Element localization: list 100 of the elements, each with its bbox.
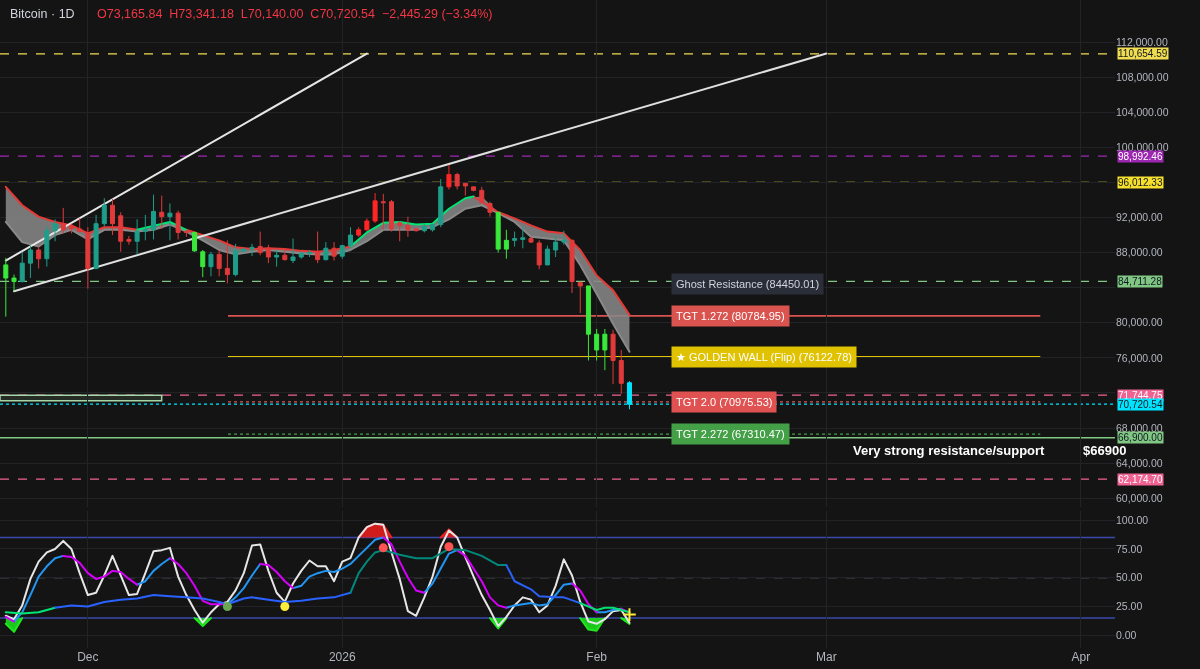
y-tick-label: 80,000.00	[1116, 316, 1163, 329]
ref-line-label: 110,654.59	[1118, 48, 1168, 59]
annotation: TGT 1.272 (80784.95)	[676, 310, 785, 322]
ref-line-label: 62,174.70	[1118, 474, 1163, 485]
candlestick	[101, 197, 107, 227]
line-series	[54, 591, 352, 609]
text: O73,165.84 H73,341.18 L70,140.00 C70,720.54 −2,445.29 (−3.34%)	[97, 7, 493, 21]
line-series	[505, 564, 582, 605]
y-tick-label: 112,000.00	[1116, 35, 1168, 48]
y-tick-label: 0.00	[1116, 629, 1137, 642]
y-tick-label: 108,000.00	[1116, 70, 1169, 83]
x-tick-label: Dec	[77, 650, 99, 664]
ref-line-label: 66,900.00	[1118, 432, 1163, 443]
y-tick-label: 68,000.00	[1116, 421, 1163, 434]
candlestick	[19, 251, 25, 283]
candlestick	[167, 203, 173, 241]
annotation: TGT 2.0 (70975.53)	[676, 396, 773, 408]
annotation: Very strong resistance/support	[853, 443, 1046, 458]
point	[622, 607, 637, 622]
line-series	[579, 602, 631, 614]
candlestick	[397, 220, 403, 242]
candlestick	[503, 229, 509, 260]
candlestick	[471, 186, 477, 192]
candlestick	[446, 164, 452, 190]
candlestick	[200, 249, 206, 278]
y-tick-label: 104,000.00	[1116, 105, 1169, 118]
candlestick	[3, 257, 9, 318]
line-series	[4, 522, 631, 628]
annotation: $66900	[1083, 443, 1127, 458]
candlestick	[553, 235, 559, 258]
candlestick	[356, 226, 362, 238]
candlestick	[159, 195, 165, 230]
line-series	[349, 195, 475, 248]
ref-line-label: 96,012.33	[1118, 177, 1163, 188]
y-tick-label: 92,000.00	[1116, 211, 1163, 224]
candlestick	[142, 214, 148, 241]
candlestick	[495, 211, 501, 254]
annotation: TGT 2.272 (67310.47)	[676, 428, 785, 440]
candlestick	[290, 238, 296, 264]
candlestick	[421, 223, 427, 233]
x-tick-label: Mar	[816, 650, 837, 664]
candlestick	[126, 235, 132, 246]
x-tick-label: 2026	[328, 650, 356, 664]
y-tick-label: 75.00	[1116, 542, 1143, 555]
y-tick-label: 88,000.00	[1116, 246, 1163, 259]
y-tick-label: 60,000.00	[1116, 491, 1163, 504]
candlestick	[249, 243, 255, 257]
candlestick	[11, 274, 17, 292]
y-tick-label: 76,000.00	[1116, 351, 1163, 364]
y-tick-label: 100.00	[1116, 513, 1149, 526]
candlestick	[487, 201, 493, 218]
text: Bitcoin · 1D	[10, 7, 75, 21]
candlestick	[306, 249, 312, 258]
candlestick	[594, 328, 600, 362]
candlestick	[298, 251, 304, 260]
candlestick	[520, 226, 526, 249]
candlestick	[274, 249, 280, 268]
candlestick	[347, 226, 353, 249]
ref-line-label: 70,720.54	[1118, 399, 1163, 410]
candlestick	[233, 243, 239, 277]
candlestick	[602, 328, 608, 371]
candlestick	[618, 349, 624, 395]
candlestick	[208, 251, 214, 277]
candlestick	[536, 239, 542, 270]
ref-line-label: 84,711.28	[1118, 276, 1163, 287]
candlestick	[528, 236, 534, 244]
candlestick	[462, 182, 468, 197]
candlestick	[44, 225, 50, 268]
candlestick	[364, 217, 370, 232]
annotation: ★ GOLDEN WALL (Flip) (76122.78)	[676, 351, 852, 363]
candlestick	[36, 245, 42, 269]
candlestick	[569, 238, 575, 294]
candlestick	[561, 230, 567, 246]
candlestick	[192, 231, 198, 253]
candlestick	[175, 210, 181, 240]
candlestick	[430, 223, 436, 233]
point	[222, 602, 232, 612]
x-tick-label: Apr	[1071, 650, 1091, 664]
candlestick	[241, 247, 247, 254]
candlestick	[544, 245, 550, 266]
candlestick	[512, 231, 518, 247]
candlestick	[323, 241, 329, 262]
y-tick-label: 64,000.00	[1116, 456, 1163, 469]
candlestick	[372, 192, 378, 224]
y-tick-label: 100,000.00	[1116, 141, 1169, 154]
candlestick	[339, 244, 345, 260]
candlestick	[454, 172, 460, 190]
candlestick	[134, 218, 140, 255]
point	[378, 543, 388, 553]
candlestick	[413, 227, 419, 233]
annotation: Ghost Resistance (84450.01)	[676, 278, 820, 290]
candlestick	[388, 199, 395, 233]
point	[444, 542, 454, 552]
candlestick	[577, 281, 583, 314]
x-tick-label: Feb	[586, 650, 608, 664]
ref-line-label: 98,992.46	[1118, 151, 1163, 162]
candlestick	[216, 249, 222, 277]
candlestick	[380, 193, 386, 231]
candlestick	[52, 218, 58, 242]
candlestick	[438, 178, 444, 228]
